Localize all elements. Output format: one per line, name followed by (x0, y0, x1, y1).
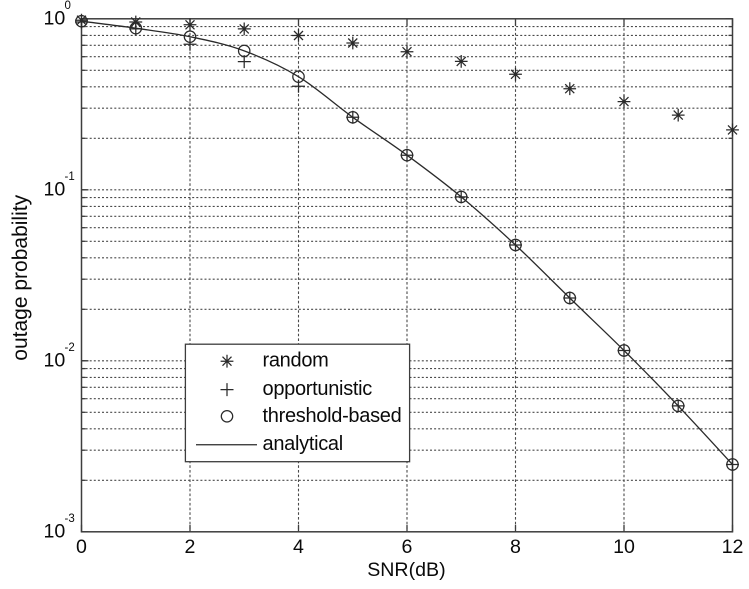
svg-text:8: 8 (510, 536, 521, 558)
svg-text:analytical: analytical (263, 433, 343, 455)
svg-text:0: 0 (65, 0, 71, 12)
svg-text:4: 4 (293, 536, 304, 558)
svg-text:2: 2 (185, 536, 196, 558)
svg-text:threshold-based: threshold-based (263, 405, 402, 427)
svg-text:SNR(dB): SNR(dB) (367, 559, 445, 581)
svg-text:opportunistic: opportunistic (263, 378, 373, 400)
svg-text:10: 10 (44, 349, 66, 371)
svg-text:outage probability: outage probability (9, 194, 32, 360)
svg-text:6: 6 (402, 536, 413, 558)
svg-text:10: 10 (613, 536, 635, 558)
svg-text:random: random (263, 350, 329, 372)
svg-text:-2: -2 (65, 342, 75, 354)
svg-text:12: 12 (722, 536, 744, 558)
svg-text:10: 10 (44, 178, 66, 200)
svg-text:10: 10 (44, 520, 66, 542)
svg-text:10: 10 (44, 7, 66, 29)
svg-text:-1: -1 (65, 171, 75, 183)
svg-text:-3: -3 (65, 513, 75, 525)
svg-text:0: 0 (76, 536, 87, 558)
